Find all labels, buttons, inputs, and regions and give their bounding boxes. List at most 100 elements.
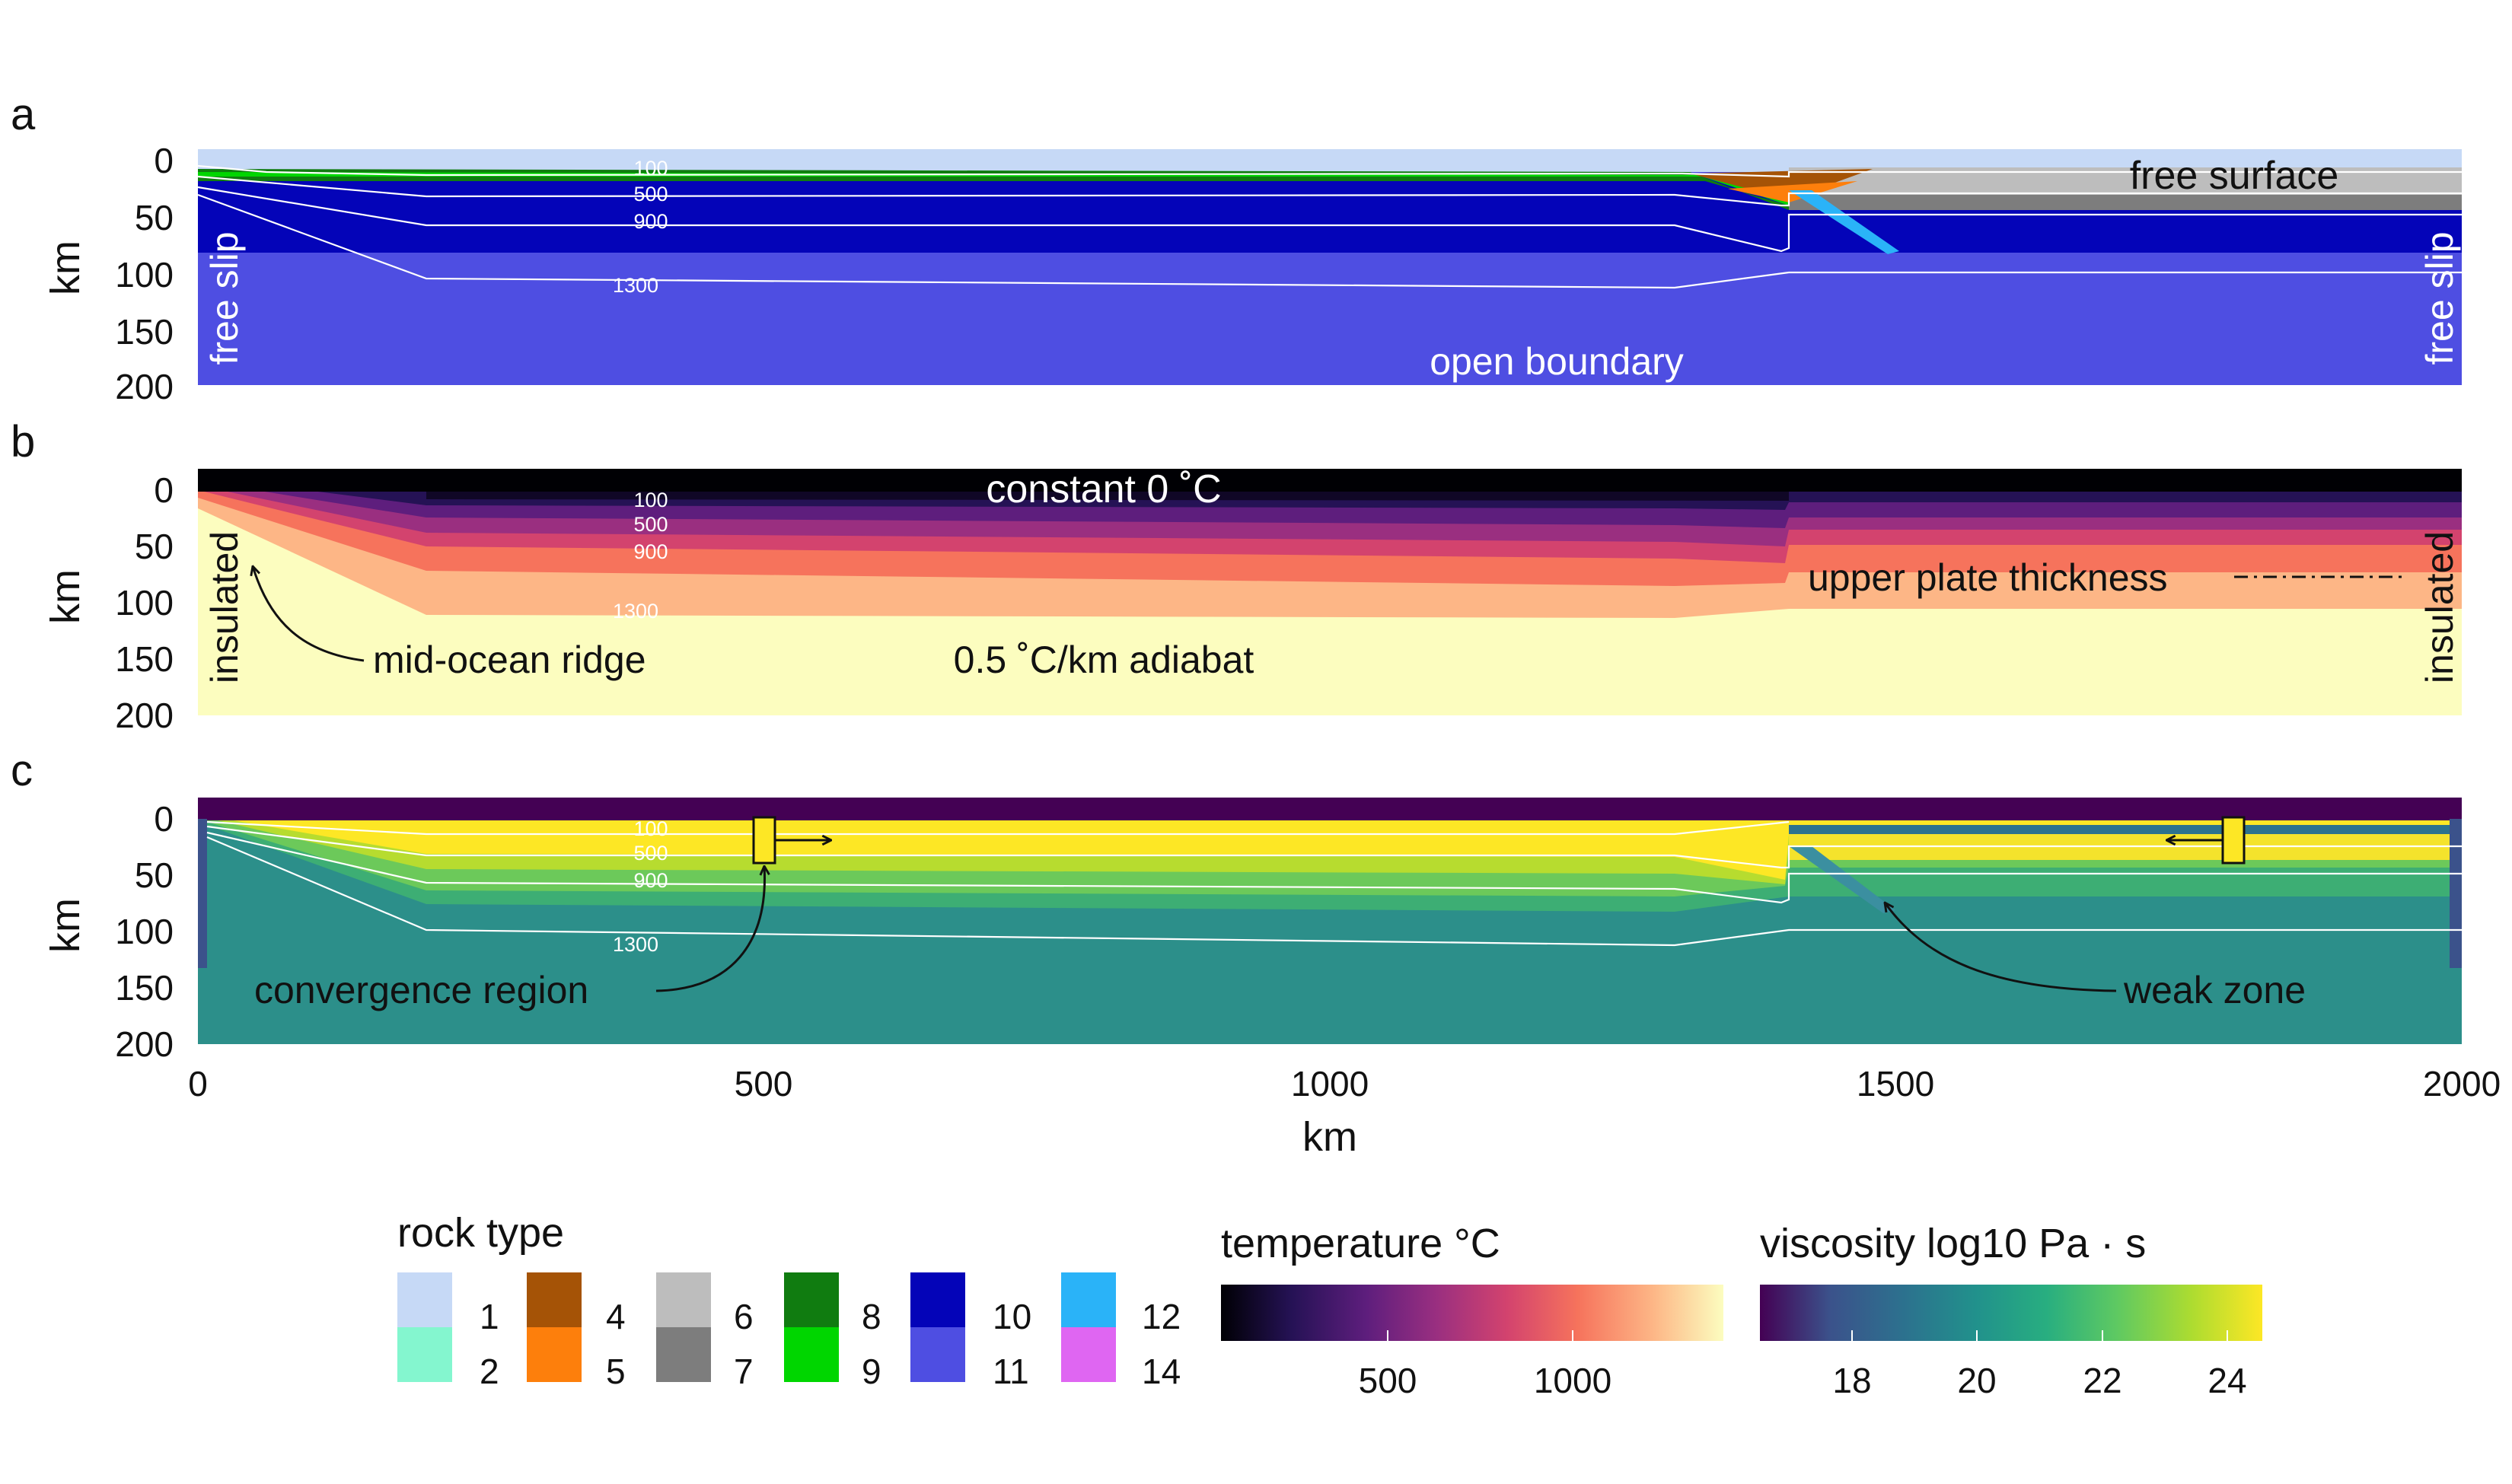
rock-swatch-6	[656, 1272, 711, 1327]
isotherm-label-1300: 1300	[613, 600, 658, 623]
isotherm-labels: 100 500 900 1300	[613, 817, 668, 956]
temp-tick-label: 1000	[1534, 1361, 1611, 1400]
rock-label-1: 1	[480, 1297, 499, 1336]
rock-label-10: 10	[993, 1297, 1031, 1336]
weak-zone-label: weak zone	[2123, 969, 2306, 1011]
isotherm-label-100: 100	[633, 157, 668, 180]
y-tick: 0	[154, 799, 174, 839]
y-tick: 100	[115, 583, 174, 623]
rock-type-legend: rock type 1 2 4 5 6 7 8 9 10 11 12	[397, 1210, 1181, 1391]
temperature-field	[198, 469, 2462, 715]
panel-b: b 100 500 900 1300 constant 0 ˚C upper p…	[11, 417, 2462, 735]
upper-plate-thickness-label: upper plate thickness	[1808, 556, 2168, 599]
rock-field	[198, 149, 2462, 385]
y-tick: 50	[135, 198, 174, 237]
convergence-region-arrow	[655, 866, 764, 992]
rock-swatch-9	[784, 1327, 839, 1382]
y-tick: 0	[154, 141, 174, 180]
rock-swatch-1	[397, 1272, 452, 1327]
isotherm-label-500: 500	[633, 183, 668, 205]
y-tick: 150	[115, 312, 174, 352]
rock-swatch-5	[527, 1327, 582, 1382]
rock-swatch-14	[1061, 1327, 1116, 1382]
viscosity-legend-title: viscosity log10 Pa · s	[1760, 1221, 2146, 1266]
rock-swatches	[397, 1272, 1116, 1382]
temperature-legend-title: temperature °C	[1221, 1221, 1500, 1266]
isotherms	[206, 820, 2462, 947]
x-tick: 500	[735, 1064, 793, 1103]
rock-label-8: 8	[862, 1297, 881, 1336]
free-slip-left-label: free slip	[203, 231, 246, 365]
free-surface-label: free surface	[2130, 154, 2339, 198]
isotherm-label-1300: 1300	[613, 274, 658, 297]
isotherm-labels: 100 500 900 1300	[613, 157, 668, 297]
rock-swatch-8	[784, 1272, 839, 1327]
mid-ocean-ridge-label: mid-ocean ridge	[373, 639, 646, 681]
weak-zone-arrow	[1885, 903, 2117, 992]
isotherm-labels: 100 500 900 1300	[613, 489, 668, 623]
x-axis: 0 500 1000 1500 2000	[188, 1064, 2501, 1103]
viscosity-colorbar: viscosity log10 Pa · s 18 20 22 24	[1760, 1221, 2262, 1400]
temperature-colorbar: temperature °C 500 1000	[1221, 1221, 1723, 1400]
y-tick: 150	[115, 639, 174, 679]
rock-swatch-10	[910, 1272, 965, 1327]
y-axis-label: km	[43, 898, 88, 953]
y-tick: 100	[115, 255, 174, 295]
rock-swatch-12	[1061, 1272, 1116, 1327]
isotherm-label-900: 900	[633, 540, 668, 563]
panel-label: b	[11, 417, 35, 467]
panel-c: c 100 500 900 1300	[11, 746, 2462, 1064]
isotherm-label-500: 500	[633, 513, 668, 536]
x-tick: 0	[188, 1064, 208, 1103]
y-tick: 200	[115, 696, 174, 735]
panel-label: a	[11, 90, 36, 139]
rock-label-4: 4	[606, 1297, 626, 1336]
rock-swatch-2	[397, 1327, 452, 1382]
rock-label-2: 2	[480, 1352, 499, 1391]
rock-label-9: 9	[862, 1352, 881, 1391]
insulated-left-label: insulated	[203, 531, 246, 683]
rock-labels: 1 2 4 5 6 7 8 9 10 11 12 14	[480, 1297, 1181, 1391]
open-boundary-label: open boundary	[1430, 340, 1684, 383]
visc-tick-label: 20	[1957, 1361, 1996, 1400]
y-tick: 100	[115, 912, 174, 951]
isotherm-label-1300: 1300	[613, 933, 658, 956]
isotherm-label-100: 100	[633, 817, 668, 840]
rock-label-14: 14	[1142, 1352, 1181, 1391]
x-tick: 2000	[2423, 1064, 2501, 1103]
visc-tick-label: 24	[2208, 1361, 2246, 1400]
temperature-gradient-bar	[1221, 1285, 1723, 1341]
rock-label-7: 7	[734, 1352, 754, 1391]
convergence-region-label: convergence region	[254, 969, 588, 1011]
convergence-box-right	[2221, 816, 2246, 865]
panel-a: a 100 500 900	[11, 90, 2462, 406]
free-slip-right-label: free slip	[2418, 231, 2461, 365]
isotherm-label-900: 900	[633, 210, 668, 233]
constant-temperature-label: constant 0 ˚C	[986, 467, 1221, 511]
rock-label-12: 12	[1142, 1297, 1181, 1336]
x-tick: 1500	[1857, 1064, 1934, 1103]
x-tick: 1000	[1291, 1064, 1369, 1103]
rock-label-6: 6	[734, 1297, 754, 1336]
rock-label-11: 11	[993, 1352, 1029, 1391]
y-axis-a: 0 50 100 150 200	[115, 141, 174, 406]
isotherm-label-100: 100	[633, 489, 668, 511]
rock-label-5: 5	[606, 1352, 626, 1391]
viscosity-gradient-bar	[1760, 1285, 2262, 1341]
temp-tick-label: 500	[1359, 1361, 1417, 1400]
y-tick: 150	[115, 968, 174, 1008]
rock-swatch-7	[656, 1327, 711, 1382]
mid-ocean-ridge-arrow	[253, 566, 365, 662]
convergence-box-left	[752, 816, 776, 865]
y-axis-b: 0 50 100 150 200	[115, 470, 174, 735]
y-tick: 50	[135, 855, 174, 895]
x-axis-label: km	[1302, 1114, 1357, 1160]
visc-tick-label: 22	[2083, 1361, 2121, 1400]
rock-legend-title: rock type	[397, 1210, 564, 1256]
y-axis-label: km	[43, 240, 88, 295]
isotherms	[197, 164, 2462, 289]
y-tick: 200	[115, 367, 174, 406]
rock-swatch-4	[527, 1272, 582, 1327]
adiabat-label: 0.5 ˚C/km adiabat	[954, 639, 1254, 681]
rock-swatch-11	[910, 1327, 965, 1382]
